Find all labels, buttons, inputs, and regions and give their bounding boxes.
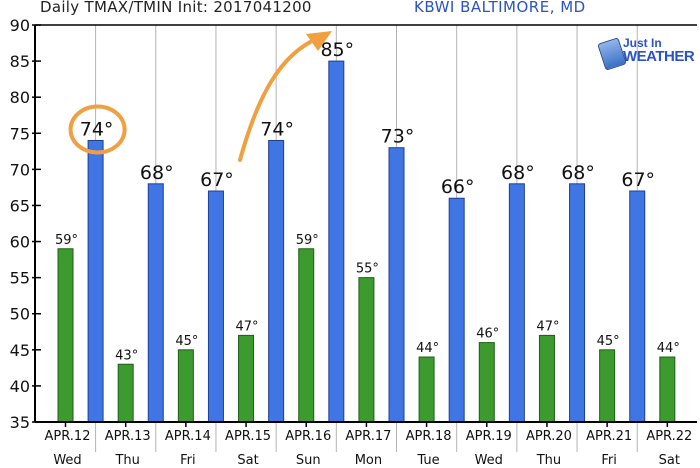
date-label: APR.16 (285, 429, 331, 444)
station-label: KBWI BALTIMORE, MD (414, 0, 586, 16)
tmax-label: 68° (140, 162, 174, 184)
date-label: APR.17 (345, 429, 391, 444)
date-label: APR.12 (45, 429, 91, 444)
y-tick-label: 85 (10, 52, 30, 71)
tmin-bar (117, 363, 134, 423)
tmin-label: 44° (416, 341, 439, 356)
tmax-bar (508, 183, 525, 423)
tmax-label: 68° (561, 162, 595, 184)
tmax-label: 66° (441, 176, 475, 198)
tmax-label: 67° (621, 169, 655, 191)
weekday-label: Sun (296, 453, 321, 468)
tmin-label: 59° (55, 233, 78, 248)
weekday-label: Thu (536, 453, 561, 468)
tmax-label: 85° (320, 39, 354, 61)
tmin-label: 59° (296, 233, 319, 248)
tmin-label: 43° (115, 348, 138, 363)
date-label: APR.19 (466, 429, 512, 444)
tmax-bar (388, 147, 405, 423)
date-label: APR.18 (406, 429, 452, 444)
y-tick-label: 35 (10, 413, 30, 432)
weekday-label: Fri (180, 453, 196, 468)
logo-line-2: WEATHER (623, 48, 695, 65)
weekday-label: Fri (601, 453, 617, 468)
tmin-bar (599, 349, 616, 423)
trend-arrow-head (306, 31, 332, 51)
tmin-label: 45° (175, 334, 198, 349)
tmin-label: 46° (476, 327, 499, 342)
tmax-label: 67° (200, 169, 234, 191)
tmax-label: 74° (80, 118, 114, 140)
chart-title: Daily TMAX/TMIN Init: 2017041200 (40, 0, 312, 16)
tmin-bar (57, 248, 74, 423)
y-tick-label: 40 (10, 377, 30, 396)
date-label: APR.20 (526, 429, 572, 444)
tmin-bar (478, 342, 495, 423)
date-label: APR.21 (586, 429, 632, 444)
tmin-bar (238, 334, 255, 423)
y-tick-label: 55 (10, 269, 30, 288)
y-tick-label: 60 (10, 233, 30, 252)
tmax-bar (569, 183, 586, 423)
tmax-label: 74° (260, 118, 294, 140)
tmax-bar (328, 60, 345, 423)
weekday-label: Sat (659, 453, 680, 468)
tmin-bar (418, 356, 435, 423)
tmax-bar (87, 139, 104, 423)
tmin-bar (177, 349, 194, 423)
tmin-label: 47° (236, 319, 259, 334)
tmin-bar (298, 248, 315, 423)
date-label: APR.15 (225, 429, 271, 444)
weekday-label: Thu (114, 453, 139, 468)
weekday-label: Tue (416, 453, 439, 468)
tmin-bar (358, 277, 375, 423)
y-tick-label: 75 (10, 124, 30, 143)
tmax-bar (147, 183, 164, 423)
logo-line-1: Just In (623, 36, 662, 50)
y-tick-label: 90 (10, 16, 30, 35)
y-tick-label: 45 (10, 341, 30, 360)
y-tick-label: 50 (10, 305, 30, 324)
tmin-label: 55° (356, 262, 379, 277)
tmax-bar (268, 139, 285, 423)
tmax-label: 68° (501, 162, 535, 184)
weekday-label: Sat (237, 453, 258, 468)
tmax-bar (207, 190, 224, 423)
highlight-circle (68, 104, 127, 155)
weekday-label: Mon (355, 453, 382, 468)
tmin-label: 47° (536, 319, 559, 334)
tmax-label: 73° (381, 126, 415, 148)
weekday-label: Wed (475, 453, 503, 468)
y-tick-label: 65 (10, 196, 30, 215)
date-label: APR.13 (105, 429, 151, 444)
y-tick-label: 70 (10, 160, 30, 179)
just-in-weather-logo: Just In WEATHER (597, 36, 695, 71)
tmax-bar (448, 197, 465, 423)
tmin-label: 44° (657, 341, 680, 356)
tmin-bar (659, 356, 676, 423)
tmin-label: 45° (597, 334, 620, 349)
weekday-label: Wed (53, 453, 81, 468)
date-label: APR.14 (165, 429, 211, 444)
tmin-bar (538, 334, 555, 423)
trend-arrow (238, 36, 320, 162)
tmax-bar (629, 190, 646, 423)
date-label: APR.22 (646, 429, 692, 444)
y-tick-label: 80 (10, 88, 30, 107)
